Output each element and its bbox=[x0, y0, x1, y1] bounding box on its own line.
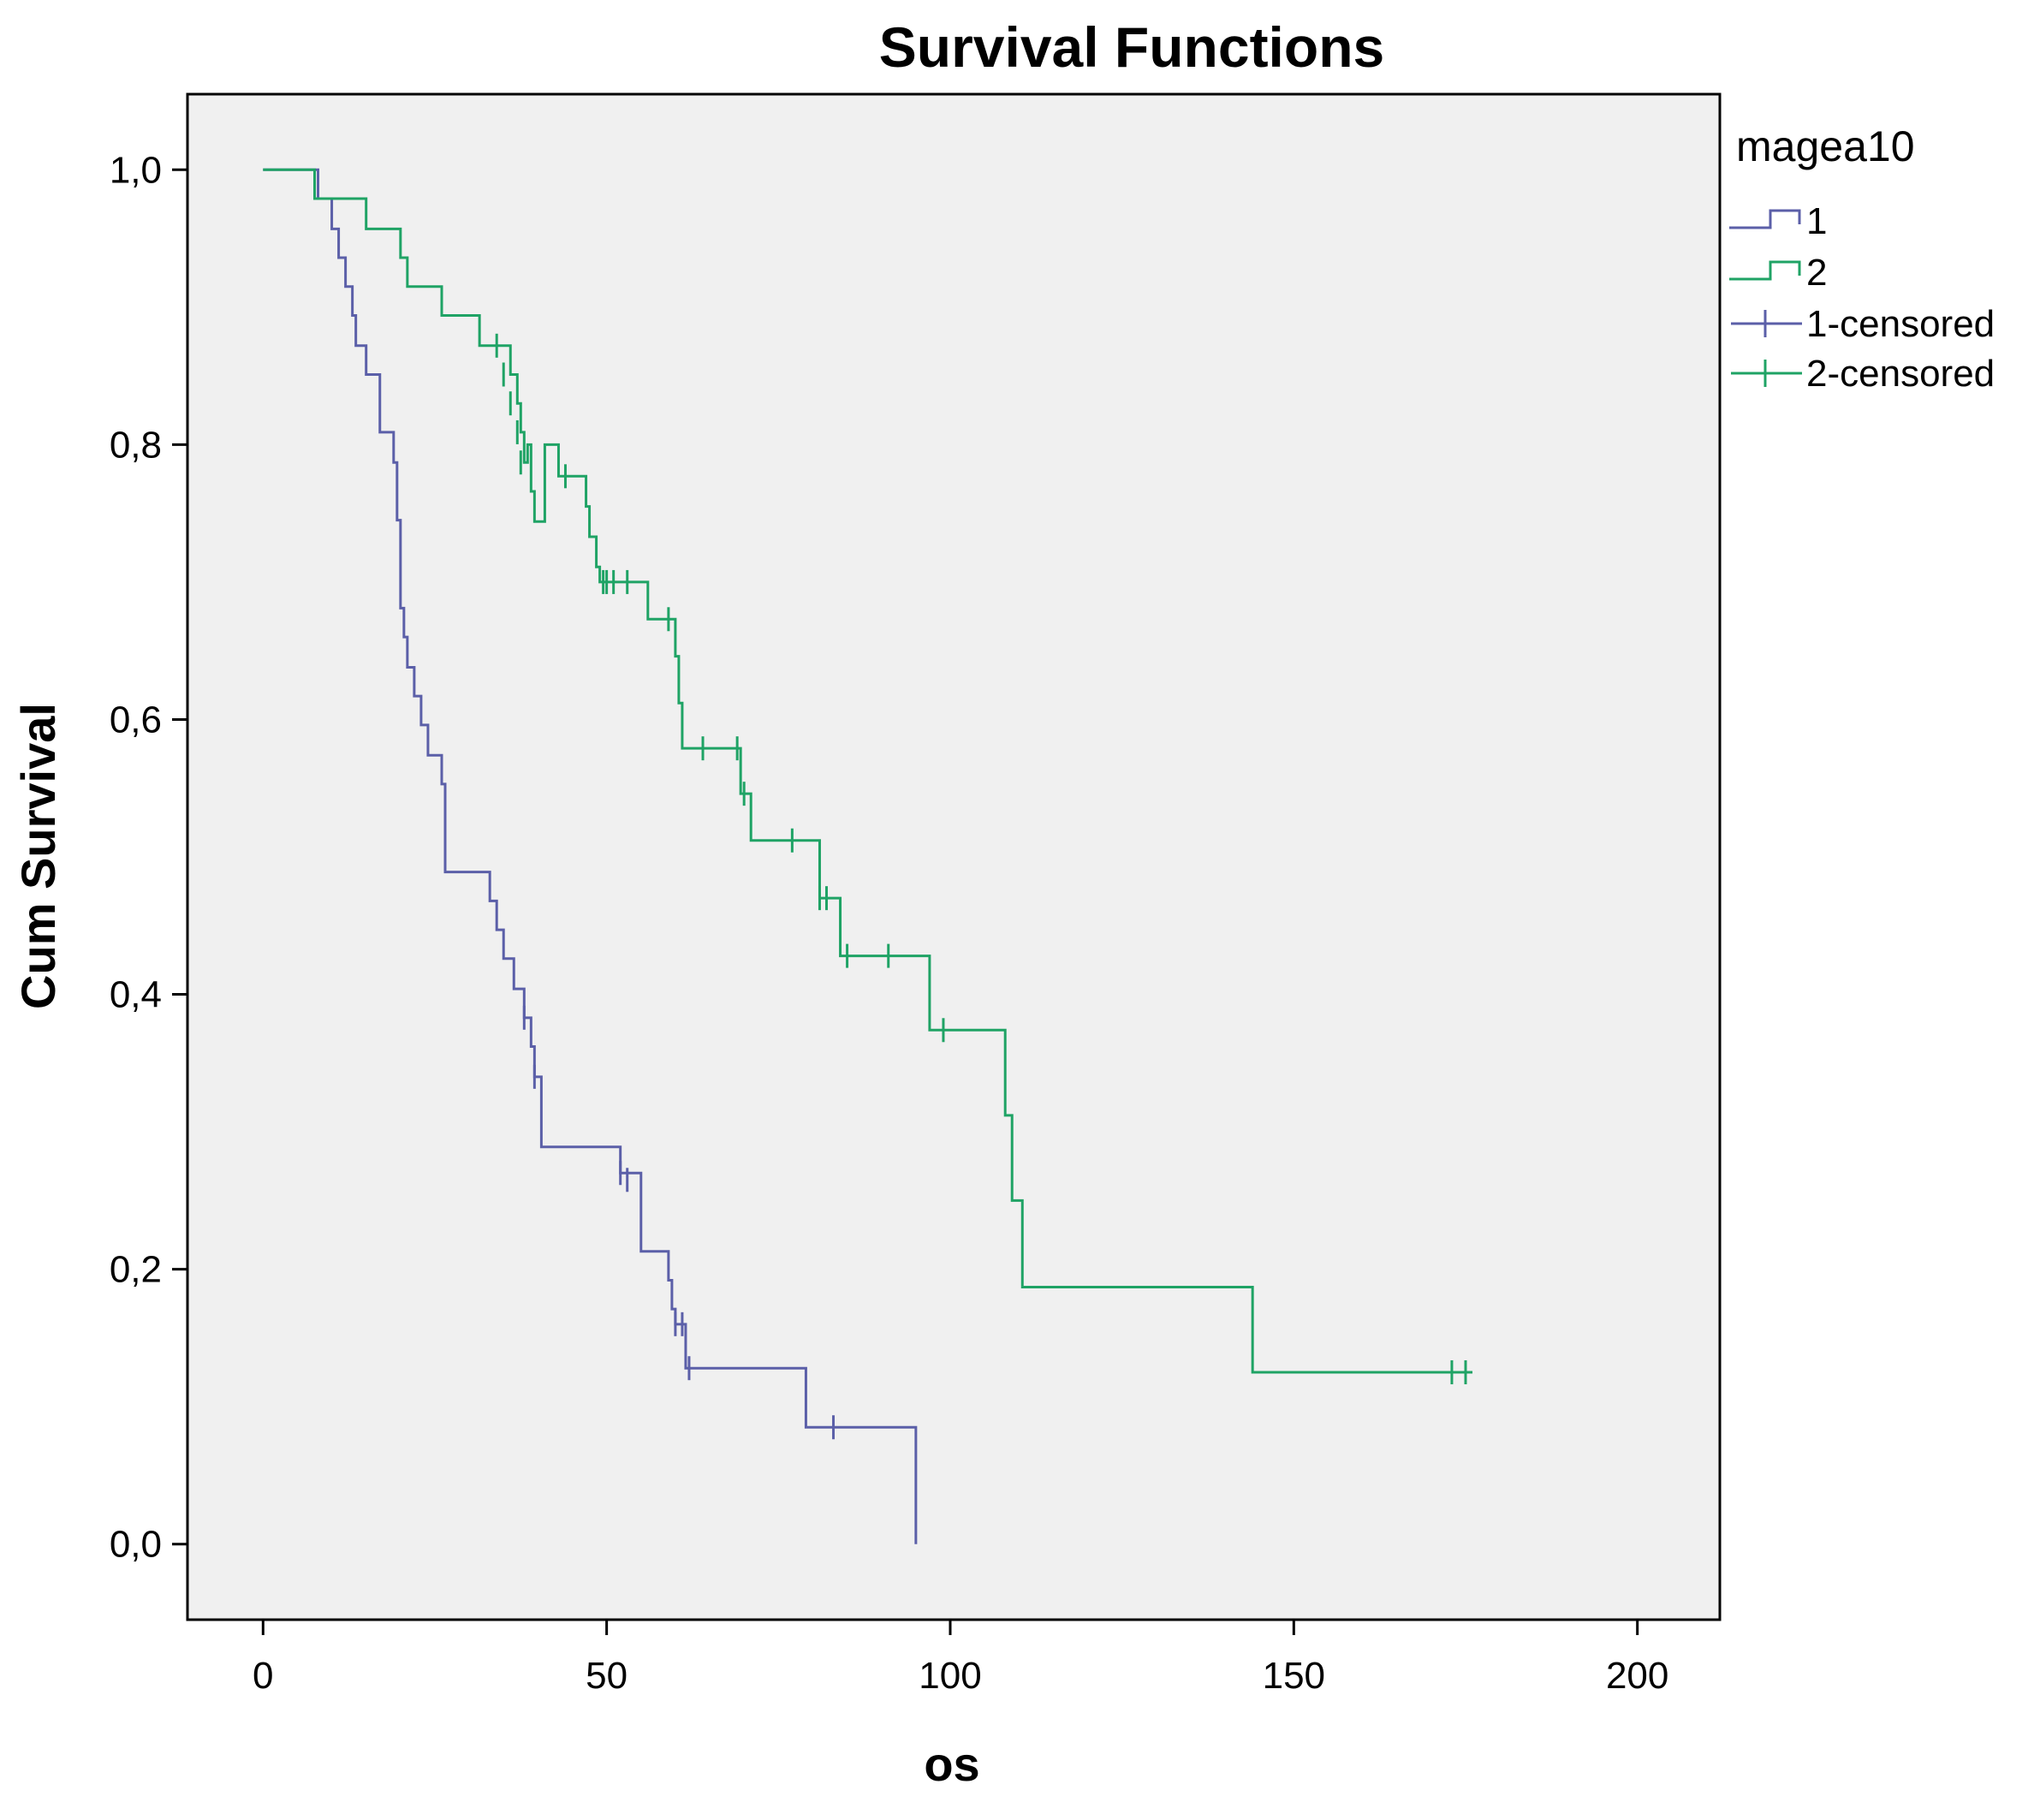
x-tick-label: 150 bbox=[1263, 1655, 1325, 1697]
series-layer bbox=[263, 168, 1473, 1544]
legend-label: 1-censored bbox=[1806, 303, 1995, 345]
legend-label: 1 bbox=[1806, 200, 1827, 242]
legend-label: 2 bbox=[1806, 252, 1827, 294]
legend: magea10 1 2 1-censored 2-censored bbox=[1729, 122, 1995, 395]
y-tick-label: 1,0 bbox=[110, 149, 162, 191]
plot-area bbox=[186, 92, 1722, 1621]
y-tick-label: 0,4 bbox=[110, 974, 162, 1016]
x-axis: 0 50 100 150 200 bbox=[253, 1620, 1668, 1697]
legend-swatch-1 bbox=[1729, 209, 1801, 229]
x-tick-label: 200 bbox=[1606, 1655, 1668, 1697]
x-tick-label: 100 bbox=[919, 1655, 981, 1697]
series-1-line bbox=[263, 168, 918, 1544]
y-tick-label: 0,8 bbox=[110, 424, 162, 466]
legend-swatch-2 bbox=[1729, 260, 1801, 281]
y-tick-label: 0,0 bbox=[110, 1524, 162, 1566]
x-tick-label: 50 bbox=[586, 1655, 627, 1697]
y-axis-title: Cum Survival bbox=[11, 703, 65, 1009]
x-tick-label: 0 bbox=[253, 1655, 273, 1697]
y-axis: 0,0 0,2 0,4 0,6 0,8 1,0 bbox=[110, 149, 187, 1566]
chart-title: Survival Functions bbox=[879, 15, 1384, 79]
legend-title: magea10 bbox=[1736, 122, 1915, 170]
y-tick-label: 0,2 bbox=[110, 1249, 162, 1291]
series-2-line bbox=[263, 168, 1473, 1374]
legend-label: 2-censored bbox=[1806, 353, 1995, 395]
y-tick-label: 0,6 bbox=[110, 699, 162, 740]
x-axis-title: os bbox=[924, 1737, 979, 1791]
